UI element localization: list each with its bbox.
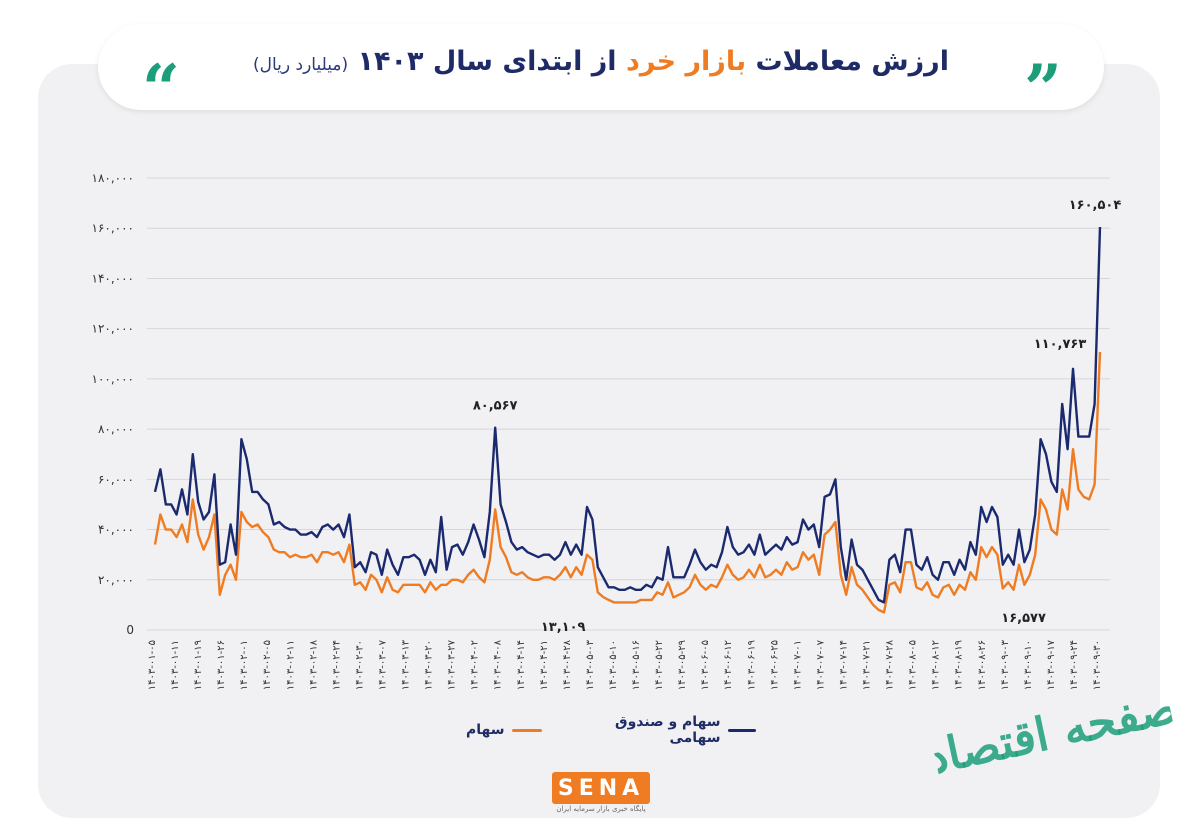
x-tick-label: ۱۴۰۳-۰۵-۲۲ [654,640,665,690]
x-tick-label: ۱۴۰۳-۰۷-۲۱ [862,640,873,690]
x-tick-label: ۱۴۰۳-۰۵-۲۹ [677,640,688,690]
legend-item-total: سهام و صندوق سهامی [568,714,756,746]
data-label: ۱۱۰,۷۶۳ [1034,337,1087,352]
x-tick-label: ۱۴۰۳-۰۹-۱۰ [1023,640,1034,690]
y-tick-label: ۱۴۰,۰۰۰ [92,271,135,285]
x-tick-label: ۱۴۰۳-۰۹-۳۰ [1092,640,1103,690]
x-tick-label: ۱۴۰۳-۰۴-۰۸ [493,639,504,690]
x-tick-label: ۱۴۰۳-۰۵-۰۳ [585,639,596,690]
title-banner: ” “ ارزش معاملات بازار خرد از ابتدای سال… [98,24,1104,110]
x-tick-label: ۱۴۰۳-۰۸-۱۲ [931,640,942,690]
x-tick-label: ۱۴۰۳-۰۸-۲۶ [977,640,988,690]
x-tick-label: ۱۴۰۳-۰۴-۰۲ [470,640,481,690]
data-label: ۱۶۰,۵۰۴ [1069,198,1122,213]
x-tick-label: ۱۴۰۳-۰۱-۱۹ [193,640,204,690]
sena-logo-subtitle: پایگاه خبری بازار سرمایه ایران [556,805,646,813]
data-label: ۱۳,۱۰۹ [541,620,586,635]
x-tick-label: ۱۴۰۳-۰۲-۳۰ [354,640,365,690]
data-label: ۸۰,۵۶۷ [473,399,518,414]
x-tick-label: ۱۴۰۳-۰۷-۰۷ [815,639,826,690]
x-tick-label: ۱۴۰۳-۰۷-۰۱ [792,640,803,690]
x-tick-label: ۱۴۰۳-۰۴-۲۸ [562,639,573,690]
x-tick-label: ۱۴۰۳-۰۸-۱۹ [954,640,965,690]
x-tick-label: ۱۴۰۳-۰۱-۲۶ [216,640,227,690]
y-tick-label: ۶۰,۰۰۰ [98,472,134,486]
title-part1: ارزش معاملات [755,46,949,77]
y-tick-label: ۱۸۰,۰۰۰ [92,171,135,185]
x-tick-label: ۱۴۰۳-۰۸-۰۵ [908,640,919,690]
x-tick-label: ۱۴۰۳-۰۹-۰۳ [1000,639,1011,690]
quote-close-icon: “ [142,56,180,106]
x-tick-label: ۱۴۰۳-۰۲-۰۱ [239,640,250,690]
x-tick-label: ۱۴۰۳-۰۳-۱۳ [401,639,412,690]
x-tick-label: ۱۴۰۳-۰۲-۱۱ [285,640,296,690]
page-title: ارزش معاملات بازار خرد از ابتدای سال ۱۴۰… [98,46,1104,90]
x-tick-label: ۱۴۰۳-۰۶-۱۲ [723,640,734,690]
data-label: ۱۶,۵۷۷ [1001,611,1046,626]
watermark-text: صفحه اقتصاد [922,679,1183,785]
y-tick-label: 0 [126,623,134,637]
x-tick-label: ۱۴۰۳-۰۴-۲۱ [539,640,550,690]
chart-card [38,64,1160,818]
x-tick-label: ۱۴۰۳-۰۶-۰۵ [700,640,711,690]
quote-open-icon: ” [1024,56,1062,106]
series-line-total [153,226,1102,604]
legend-label-stock: سهام [466,722,505,738]
y-tick-label: ۴۰,۰۰۰ [98,523,134,537]
legend-label-total: سهام و صندوق سهامی [615,714,721,746]
x-tick-label: ۱۴۰۳-۰۹-۲۴ [1069,640,1080,690]
legend-item-stock: سهام [466,722,542,738]
watermark-logo: صفحه اقتصاد [922,679,1183,785]
chart-series [153,226,1102,614]
x-tick-label: ۱۴۰۳-۰۵-۱۶ [631,640,642,690]
y-axis-ticks: 0 ۲۰,۰۰۰ ۴۰,۰۰۰ ۶۰,۰۰۰ ۸۰,۰۰۰ ۱۰۰,۰۰۰ ۱۲۰,۰۰۰ ۱… [92,171,135,637]
x-tick-label: ۱۴۰۳-۰۹-۱۷ [1046,639,1057,690]
legend-swatch-stock [511,728,542,732]
y-tick-label: ۱۶۰,۰۰۰ [92,221,135,235]
x-tick-label: ۱۴۰۳-۰۳-۲۰ [424,640,435,690]
x-tick-label: ۱۴۰۳-۰۶-۲۵ [769,640,780,690]
x-tick-label: ۱۴۰۳-۰۱-۱۱ [170,640,181,690]
chart-annotations: ۱۶۰,۵۰۴ ۱۱۰,۷۶۳ ۸۰,۵۶۷ ۱۳,۱۰۹ ۱۶,۵۷۷ [473,198,1121,635]
y-tick-label: ۲۰,۰۰۰ [98,573,134,587]
x-axis-ticks: ۱۴۰۳-۰۱-۰۵ ۱۴۰۳-۰۱-۱۱ ۱۴۰۳-۰۱-۱۹ ۱۴۰۳-۰۱-۲۶… [147,639,1103,690]
x-tick-label: ۱۴۰۳-۰۲-۲۴ [331,640,342,690]
x-tick-label: ۱۴۰۳-۰۳-۲۷ [447,639,458,690]
legend-swatch-total [727,728,756,732]
x-tick-label: ۱۴۰۳-۰۵-۱۰ [608,640,619,690]
x-tick-label: ۱۴۰۳-۰۶-۱۹ [746,640,757,690]
x-tick-label: ۱۴۰۳-۰۲-۰۵ [262,640,273,690]
title-highlight: بازار خرد [625,46,747,77]
x-tick-label: ۱۴۰۳-۰۷-۲۸ [885,639,896,690]
series-line-stock [153,351,1102,614]
chart-grid [147,177,1110,631]
x-tick-label: ۱۴۰۳-۰۴-۱۴ [516,640,527,690]
x-tick-label: ۱۴۰۳-۰۲-۱۸ [308,639,319,690]
x-tick-label: ۱۴۰۳-۰۳-۰۷ [377,639,388,690]
x-tick-label: ۱۴۰۳-۰۷-۱۴ [838,640,849,690]
title-part3: از ابتدای سال ۱۴۰۳ [357,46,617,77]
y-tick-label: ۱۰۰,۰۰۰ [92,372,135,386]
y-tick-label: ۱۲۰,۰۰۰ [92,322,135,336]
title-unit: (میلیارد ریال) [253,55,349,75]
y-tick-label: ۸۰,۰۰۰ [98,422,134,436]
x-tick-label: ۱۴۰۳-۰۱-۰۵ [147,640,158,690]
chart-legend: سهام و صندوق سهامی سهام [466,714,756,746]
sena-logo: SENA [552,772,650,804]
